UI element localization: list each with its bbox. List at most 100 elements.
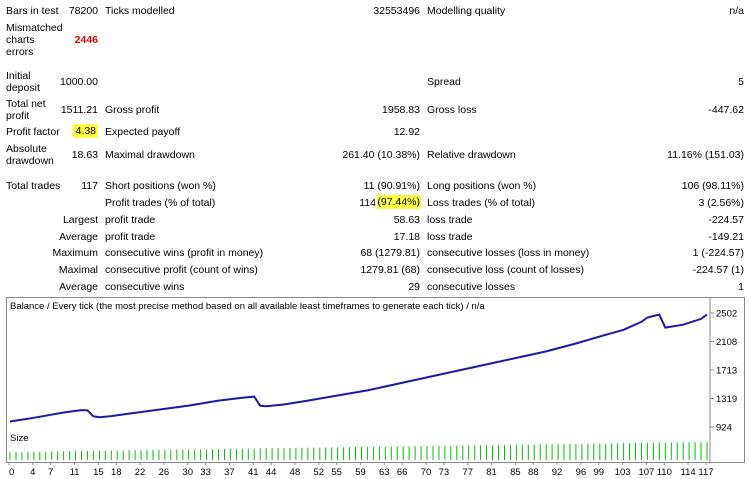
maximal-drawdown-value: 261.40 (10.38%) xyxy=(342,149,420,161)
x-tick-label: 81 xyxy=(486,467,497,478)
gross-loss-label: Gross loss xyxy=(427,104,477,116)
bars-in-test-value: 78200 xyxy=(68,5,98,17)
x-tick-label: 4 xyxy=(30,467,35,478)
total-trades-value: 117 xyxy=(81,180,98,192)
y-tick-label: 1319 xyxy=(716,394,737,405)
average-loss-label: loss trade xyxy=(427,231,473,243)
largest-profit-label: profit trade xyxy=(105,214,156,226)
x-tick-label: 99 xyxy=(593,467,604,478)
maximal-label: Maximal xyxy=(58,264,98,276)
x-tick-label: 52 xyxy=(313,467,324,478)
x-tick-label: 37 xyxy=(224,467,235,478)
y-tick-label: 2108 xyxy=(716,337,737,348)
largest-loss-label: loss trade xyxy=(427,214,473,226)
x-tick-label: 15 xyxy=(93,467,104,478)
initial-deposit-label-2: deposit xyxy=(6,82,40,94)
y-tick-label: 1713 xyxy=(716,366,737,377)
absolute-drawdown-value: 18.63 xyxy=(71,149,98,161)
modelling-quality-value: n/a xyxy=(729,5,744,17)
modelling-quality-label: Modelling quality xyxy=(427,5,506,17)
mismatched-value: 2446 xyxy=(74,34,98,46)
bars-in-test-label: Bars in test xyxy=(6,5,59,17)
average-loss-value: -149.21 xyxy=(708,231,744,243)
x-tick-label: 55 xyxy=(331,467,342,478)
long-positions-label: Long positions (won %) xyxy=(427,180,537,192)
balance-line xyxy=(9,313,708,423)
x-tick-label: 96 xyxy=(576,467,587,478)
total-net-profit-label-1: Total net xyxy=(6,98,46,110)
max-consec-losses-value: 1 (-224.57) xyxy=(692,247,744,259)
x-tick-label: 41 xyxy=(248,467,259,478)
profit-factor-label: Profit factor xyxy=(6,126,60,138)
x-tick-label: 18 xyxy=(111,467,122,478)
x-tick-label: 66 xyxy=(397,467,408,478)
avg-consec-losses-label: consecutive losses xyxy=(427,281,516,293)
x-tick-label: 26 xyxy=(159,467,170,478)
gross-profit-label: Gross profit xyxy=(105,104,160,116)
long-positions-value: 106 (98.11%) xyxy=(681,180,744,192)
x-tick-label: 92 xyxy=(552,467,563,478)
x-tick-label: 0 xyxy=(9,467,14,478)
x-tick-label: 103 xyxy=(615,467,631,478)
average-profit-label: profit trade xyxy=(105,231,156,243)
expected-payoff-label: Expected payoff xyxy=(105,126,181,138)
ticks-modelled-value: 32553496 xyxy=(373,5,420,17)
max-consec-wins-value: 68 (1279.81) xyxy=(360,247,420,259)
maximal-consec-profit-value: 1279.81 (68) xyxy=(360,264,420,276)
mismatched-label-1: Mismatched xyxy=(6,22,63,34)
ticks-modelled-label: Ticks modelled xyxy=(105,5,175,17)
maximal-consec-loss-label: consecutive loss (count of losses) xyxy=(427,264,584,276)
largest-profit-value: 58.63 xyxy=(393,214,420,226)
chart-title: Balance / Every tick (the most precise m… xyxy=(10,301,485,312)
size-panel: Size xyxy=(6,431,745,463)
total-net-profit-value: 1511.21 xyxy=(60,104,98,116)
average-consec-label: Average xyxy=(59,281,98,293)
average-profit-value: 17.18 xyxy=(393,231,420,243)
largest-label: Largest xyxy=(62,214,98,226)
y-tick-label: 2502 xyxy=(716,309,737,320)
max-consec-losses-label: consecutive losses (loss in money) xyxy=(427,247,590,259)
mismatched-label-3: errors xyxy=(6,46,34,58)
x-tick-label: 107 xyxy=(638,467,654,478)
short-positions-value: 11 (90.91%) xyxy=(363,180,420,192)
maximal-drawdown-label: Maximal drawdown xyxy=(105,149,195,161)
x-tick-label: 33 xyxy=(200,467,211,478)
x-tick-label: 22 xyxy=(135,467,146,478)
x-tick-label: 7 xyxy=(48,467,53,478)
loss-trades-label: Loss trades (% of total) xyxy=(427,197,535,209)
x-tick-label: 85 xyxy=(510,467,521,478)
x-tick-label: 30 xyxy=(182,467,193,478)
y-tick-label: 924 xyxy=(716,423,732,433)
relative-drawdown-value: 11.16% (151.03) xyxy=(667,149,744,161)
balance-chart: Balance / Every tick (the most precise m… xyxy=(6,297,745,433)
average-label: Average xyxy=(59,231,98,243)
loss-trades-value: 3 (2.56%) xyxy=(698,197,744,209)
x-tick-label: 88 xyxy=(528,467,539,478)
x-axis: 0 4 7 11 15 18 22 26 30 33 37 41 44 48 52 55 59 63 66 70 73 7… xyxy=(8,462,714,478)
max-consec-wins-label: consecutive wins (profit in money) xyxy=(105,247,264,259)
short-positions-label: Short positions (won %) xyxy=(105,180,216,192)
x-tick-label: 110 xyxy=(657,467,672,478)
profit-factor-value: 4.38 xyxy=(73,124,98,138)
total-trades-label: Total trades xyxy=(6,180,61,192)
gross-loss-value: -447.62 xyxy=(708,104,744,116)
avg-consec-wins-label: consecutive wins xyxy=(105,281,185,293)
x-tick-label: 48 xyxy=(290,467,301,478)
x-tick-label: 70 xyxy=(421,467,432,478)
profit-trades-count: 114 xyxy=(359,197,376,209)
profit-trades-label: Profit trades (% of total) xyxy=(105,197,216,209)
gross-profit-value: 1958.83 xyxy=(382,104,420,116)
x-tick-label: 63 xyxy=(379,467,390,478)
largest-loss-value: -224.57 xyxy=(708,214,744,226)
x-tick-label: 77 xyxy=(462,467,473,478)
absolute-drawdown-label-2: drawdown xyxy=(6,155,54,167)
expected-payoff-value: 12.92 xyxy=(393,126,420,138)
x-tick-label: 117 xyxy=(698,467,713,478)
initial-deposit-value: 1000.00 xyxy=(60,76,98,88)
x-tick-label: 11 xyxy=(70,467,80,478)
avg-consec-losses-value: 1 xyxy=(738,281,744,293)
maximum-label: Maximum xyxy=(52,247,98,259)
relative-drawdown-label: Relative drawdown xyxy=(427,149,516,161)
avg-consec-wins-value: 29 xyxy=(408,281,420,293)
x-tick-label: 59 xyxy=(355,467,366,478)
